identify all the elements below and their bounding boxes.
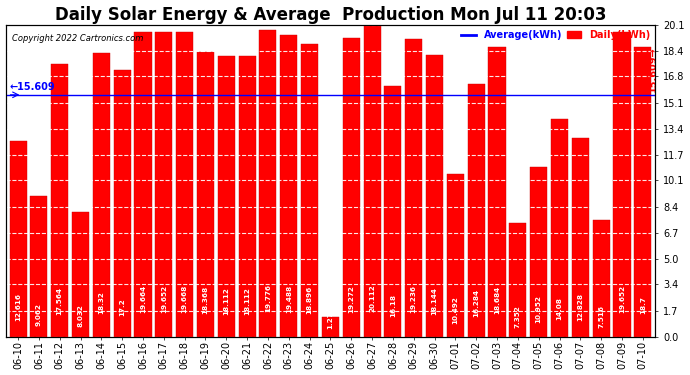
Text: 14.08: 14.08 [557,297,562,320]
Text: 18.112: 18.112 [224,286,229,315]
Bar [30,196,48,337]
Text: 7.352: 7.352 [515,305,521,328]
Text: 8.032: 8.032 [77,304,83,327]
Bar [426,56,443,337]
Text: 19.652: 19.652 [619,285,625,313]
Text: 10.492: 10.492 [453,296,458,324]
Bar [10,141,27,337]
Text: 7.516: 7.516 [598,305,604,328]
Bar [176,32,193,337]
Text: 18.684: 18.684 [494,286,500,314]
Text: 16.284: 16.284 [473,289,480,317]
Text: Copyright 2022 Cartronics.com: Copyright 2022 Cartronics.com [12,34,144,44]
Text: 19.488: 19.488 [286,285,292,313]
Text: 18.112: 18.112 [244,286,250,315]
Text: 1.272: 1.272 [328,306,333,329]
Bar [155,32,172,337]
Text: 19.668: 19.668 [181,284,188,313]
Bar [364,25,381,337]
Bar [322,317,339,337]
Text: 20.112: 20.112 [369,284,375,312]
Text: 19.236: 19.236 [411,285,417,313]
Bar [384,86,402,337]
Text: 16.18: 16.18 [390,294,396,317]
Bar [135,32,152,337]
Bar [93,53,110,337]
Text: 9.062: 9.062 [36,303,42,326]
Text: 19.272: 19.272 [348,285,354,313]
Bar [259,30,277,337]
Bar [530,167,547,337]
Text: 19.776: 19.776 [265,285,271,312]
Bar [301,44,318,337]
Text: 18.368: 18.368 [202,286,208,314]
Text: 18.32: 18.32 [99,291,104,314]
Bar [613,32,631,337]
Bar [593,220,610,337]
Text: 17.2: 17.2 [119,298,125,316]
Text: 18.7: 18.7 [640,296,646,314]
Text: 12.616: 12.616 [15,293,21,321]
Bar [343,38,359,337]
Text: 10.952: 10.952 [535,296,542,323]
Bar [447,174,464,337]
Text: 15.609→: 15.609→ [648,47,658,93]
Bar [280,34,297,337]
Text: 18.896: 18.896 [306,285,313,314]
Bar [218,56,235,337]
Bar [197,52,214,337]
Bar [51,64,68,337]
Bar [468,84,485,337]
Text: 19.664: 19.664 [140,285,146,313]
Bar [114,70,130,337]
Bar [572,138,589,337]
Text: ←15.609: ←15.609 [10,82,55,93]
Bar [489,47,506,337]
Text: 18.144: 18.144 [431,286,437,315]
Bar [509,223,526,337]
Title: Daily Solar Energy & Average  Production Mon Jul 11 20:03: Daily Solar Energy & Average Production … [55,6,607,24]
Text: 12.828: 12.828 [578,293,583,321]
Bar [239,56,256,337]
Bar [405,39,422,337]
Bar [72,212,89,337]
Text: 17.564: 17.564 [57,287,63,315]
Bar [634,47,651,337]
Text: 19.652: 19.652 [161,285,167,313]
Bar [551,118,568,337]
Legend: Average(kWh), Daily(kWh): Average(kWh), Daily(kWh) [461,30,651,40]
